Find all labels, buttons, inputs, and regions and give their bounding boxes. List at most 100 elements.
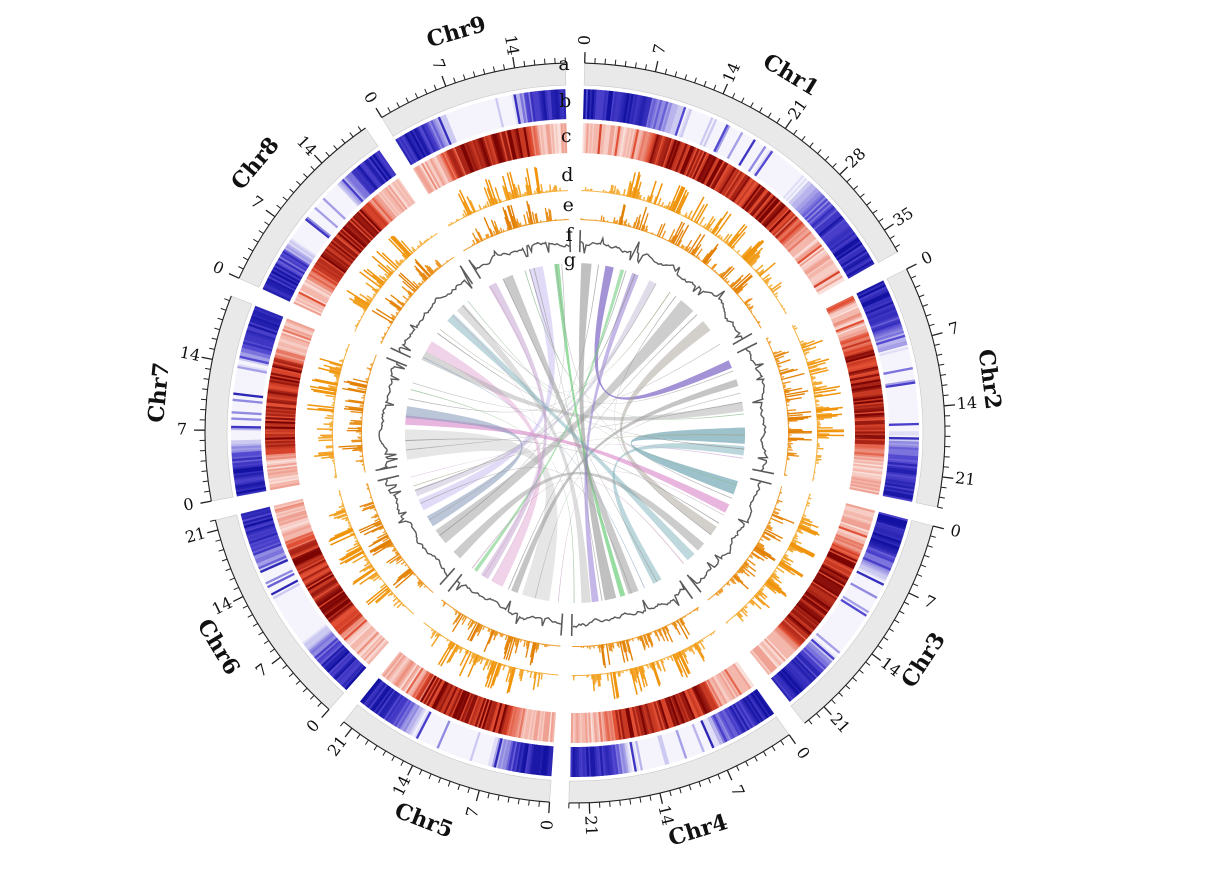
link-ribbon-Chr9-Chr4 [554,263,626,597]
tick-baseline-Chr3 [804,525,934,724]
major-ticks [193,52,956,814]
chromosome-name-Chr8: Chr8 [226,132,285,195]
track-e-histogram-bars [344,213,805,658]
track-label-d: d [561,164,573,186]
track-label-f: f [566,224,575,246]
track-c-heatmap-red-bins [265,125,885,742]
chromosome-name-Chr5: Chr5 [391,797,457,843]
link-ribbon-Chr8-Chr5 [425,341,542,587]
track-c-heatmap-red-bins [266,128,886,740]
track-b-heatmap-blue-bins [232,89,908,776]
axis-ticks [193,52,956,814]
link-ribbon-Chr8-Chr4 [457,304,591,603]
track-c-heatmap-red-bins [265,132,886,727]
tick-label-Chr4-7: 7 [727,782,749,799]
link-ribbon-Chr9-Chr4 [502,274,639,595]
track-b-heatmap-blue-bins [233,89,917,778]
track-label-a: a [558,53,569,75]
tick-label-Chr1-0: 0 [575,35,594,46]
tick-label-Chr8-7: 7 [247,192,266,213]
track-d-histogram-bars [314,176,838,692]
tick-label-Chr2-0: 0 [918,247,936,269]
track-b-heatmap-blue-bins [240,91,919,775]
track-c-heatmap-red-bins [266,123,884,743]
track-c-heatmap-red-bins [267,123,884,744]
tick-label-Chr6-7: 7 [252,660,272,681]
tick-label-Chr2-21: 21 [954,468,976,489]
link-ribbon-Chr7-Chr5 [404,429,558,602]
tick-label-Chr3-7: 7 [921,591,938,613]
tick-label-Chr6-0: 0 [302,716,323,736]
tick-label-Chr5-0: 0 [537,819,557,830]
tick-baseline-Chr9 [381,62,566,118]
track-c-heatmap-red-bins [265,123,884,744]
tick-label-Chr5-14: 14 [389,772,415,799]
link-ribbon-Chr1-Chr4 [584,272,639,603]
track-d-histogram-bars [328,186,822,681]
tick-label-Chr6-21: 21 [183,523,208,547]
track-c-heatmap-red-bins [264,128,886,734]
tick-label-Chr1-35: 35 [889,203,916,230]
track-c-heatmap-red [264,123,886,744]
link-ribbon-Chr3-Chr7 [405,415,730,513]
track-b-heatmap-blue-bins [230,93,907,771]
tick-label-Chr8-0: 0 [210,257,227,279]
line-plot-Chr2 [745,348,769,472]
tick-label-Chr7-7: 7 [177,419,187,438]
tick-label-Chr4-21: 21 [581,815,601,836]
tick-baseline-Chr7 [204,295,232,502]
link-ribbon-Chr1-Chr4 [578,263,617,601]
tick-label-Chr1-7: 7 [649,42,670,56]
line-plot-Chr7 [378,362,406,471]
line-plot-Chr1 [579,235,744,340]
chromosome-name-Chr9: Chr9 [424,11,489,53]
chromosome-name-Chr2: Chr2 [973,348,1007,411]
track-e-histogram-bars [353,215,797,653]
track-label-e: e [563,194,574,216]
tick-label-Chr9-0: 0 [360,88,382,107]
tick-label-Chr7-0: 0 [182,494,196,515]
track-e-histogram-bars [357,218,792,650]
track-e-histogram [338,200,813,669]
link-ribbon-Chr9-Chr5 [480,282,547,580]
track-c-heatmap-red-bins [266,123,884,744]
track-b-heatmap-blue-bins [235,89,914,778]
track-b-heatmap-blue-bins [231,97,919,773]
line-plot-Chr9 [469,241,570,271]
tick-label-Chr3-0: 0 [948,520,963,541]
tick-label-Chr8-14: 14 [293,132,321,160]
link-ribbon-Chr2-Chr3 [630,427,746,495]
line-plot-Chr3 [689,480,762,585]
tick-baseline-Chr1 [584,62,899,253]
tick-label-Chr9-14: 14 [501,34,523,57]
chromosome-name-Chr1: Chr1 [758,48,823,101]
track-d-histogram-bars [307,166,845,700]
track-c-heatmap-red-bins [264,126,886,739]
minor-ticks [199,57,951,809]
track-b-heatmap-blue-bins [233,89,918,778]
link-ribbon-Chr7-Chr6 [405,406,523,527]
track-label-b: b [559,90,571,112]
link-ribbon-Chr1-Chr3 [619,321,717,535]
chromosome-name-Chr6: Chr6 [192,614,245,679]
line-plot-Chr6 [384,479,449,577]
tick-label-Chr1-14: 14 [719,59,745,85]
track-label-c: c [561,125,572,147]
track-b-heatmap-blue-bins [231,99,919,774]
tick-label-Chr4-0: 0 [792,743,813,762]
track-c-heatmap-red-bins [274,125,885,742]
track-f-line [375,230,775,637]
track-a-ideogram [204,62,946,804]
track-label-g: g [564,249,576,271]
link-ribbon-Chr1-Chr2 [594,265,732,400]
tick-label-Chr2-14: 14 [956,393,978,413]
track-b-heatmap-blue-bins [231,98,919,775]
line-plot-Chr8 [398,267,473,353]
link-ribbon-Chr9-Chr6 [418,266,555,511]
track-c-heatmap-red-bins [265,126,885,741]
track-c-heatmap-red-bins [264,127,885,738]
tick-baseline-Chr8 [238,127,366,279]
tick-label-Chr4-14: 14 [654,803,677,827]
